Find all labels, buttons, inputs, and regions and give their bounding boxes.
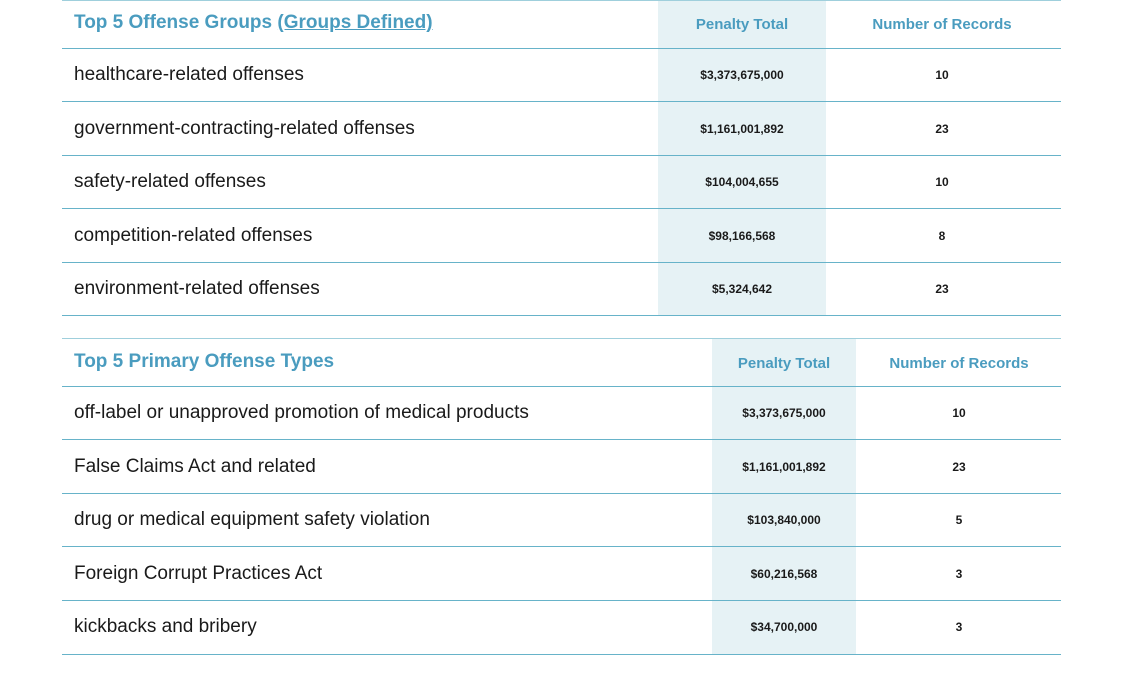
offense-name: environment-related offenses — [74, 278, 320, 299]
penalty-value: $5,324,642 — [711, 282, 773, 296]
records-value: 10 — [952, 406, 966, 420]
table-row: competition-related offenses $98,166,568… — [62, 208, 1061, 262]
records-value: 10 — [935, 175, 949, 189]
table-row: off-label or unapproved promotion of med… — [62, 386, 1061, 439]
offense-name: kickbacks and bribery — [74, 616, 257, 637]
table-row: healthcare-related offenses $3,373,675,0… — [62, 48, 1061, 101]
penalty-value: $1,161,001,892 — [742, 460, 826, 474]
table-title: Top 5 Primary Offense Types — [74, 351, 335, 372]
groups-defined-link[interactable]: (Groups Defined) — [277, 12, 433, 33]
penalty-value: $1,161,001,892 — [700, 122, 784, 136]
penalty-value: $98,166,568 — [708, 229, 776, 243]
table-row: False Claims Act and related $1,161,001,… — [62, 439, 1061, 493]
penalty-value: $60,216,568 — [750, 567, 818, 581]
table-row: Foreign Corrupt Practices Act $60,216,56… — [62, 546, 1061, 600]
offense-name: competition-related offenses — [74, 225, 313, 246]
table-row: government-contracting-related offenses … — [62, 101, 1061, 155]
row-rule — [62, 600, 1061, 601]
header-rule — [62, 48, 1061, 49]
records-value: 23 — [935, 122, 949, 136]
row-rule — [62, 546, 1061, 547]
table-top-rule — [62, 0, 1061, 1]
penalty-value: $34,700,000 — [750, 620, 818, 634]
table-row: environment-related offenses $5,324,642 … — [62, 262, 1061, 315]
offense-name: Foreign Corrupt Practices Act — [74, 563, 323, 584]
offense-groups-table: Top 5 Offense Groups (Groups Defined) Pe… — [62, 0, 1061, 318]
offense-name: healthcare-related offenses — [74, 64, 304, 85]
table-title: Top 5 Offense Groups (Groups Defined) — [74, 12, 433, 34]
records-value: 8 — [938, 229, 946, 243]
row-rule — [62, 101, 1061, 102]
penalty-total-header: Penalty Total — [695, 16, 789, 33]
penalty-value: $3,373,675,000 — [700, 68, 784, 82]
offense-name: government-contracting-related offenses — [74, 118, 415, 139]
offense-name: drug or medical equipment safety violati… — [74, 509, 430, 530]
row-rule — [62, 262, 1061, 263]
row-rule — [62, 315, 1061, 316]
number-of-records-header: Number of Records — [872, 16, 1012, 33]
offense-name: False Claims Act and related — [74, 456, 316, 477]
offense-name: safety-related offenses — [74, 171, 266, 192]
row-rule — [62, 493, 1061, 494]
records-value: 23 — [952, 460, 966, 474]
penalty-column-shading — [712, 338, 856, 654]
penalty-value: $104,004,655 — [705, 175, 779, 189]
row-rule — [62, 155, 1061, 156]
table-row: kickbacks and bribery $34,700,000 3 — [62, 600, 1061, 654]
row-rule — [62, 439, 1061, 440]
table-row: safety-related offenses $104,004,655 10 — [62, 155, 1061, 208]
penalty-value: $103,840,000 — [747, 513, 821, 527]
header-rule — [62, 386, 1061, 387]
records-value: 5 — [955, 513, 963, 527]
table-top-rule — [62, 338, 1061, 339]
table-title-text: Top 5 Offense Groups — [74, 12, 278, 33]
row-rule — [62, 208, 1061, 209]
penalty-value: $3,373,675,000 — [742, 406, 826, 420]
records-value: 10 — [935, 68, 949, 82]
offense-name: off-label or unapproved promotion of med… — [74, 402, 529, 423]
penalty-total-header: Penalty Total — [737, 355, 831, 372]
records-value: 3 — [955, 567, 963, 581]
records-value: 23 — [935, 282, 949, 296]
number-of-records-header: Number of Records — [889, 355, 1029, 372]
offense-types-table: Top 5 Primary Offense Types Penalty Tota… — [62, 338, 1061, 658]
row-rule — [62, 654, 1061, 655]
records-value: 3 — [955, 620, 963, 634]
table-row: drug or medical equipment safety violati… — [62, 493, 1061, 546]
